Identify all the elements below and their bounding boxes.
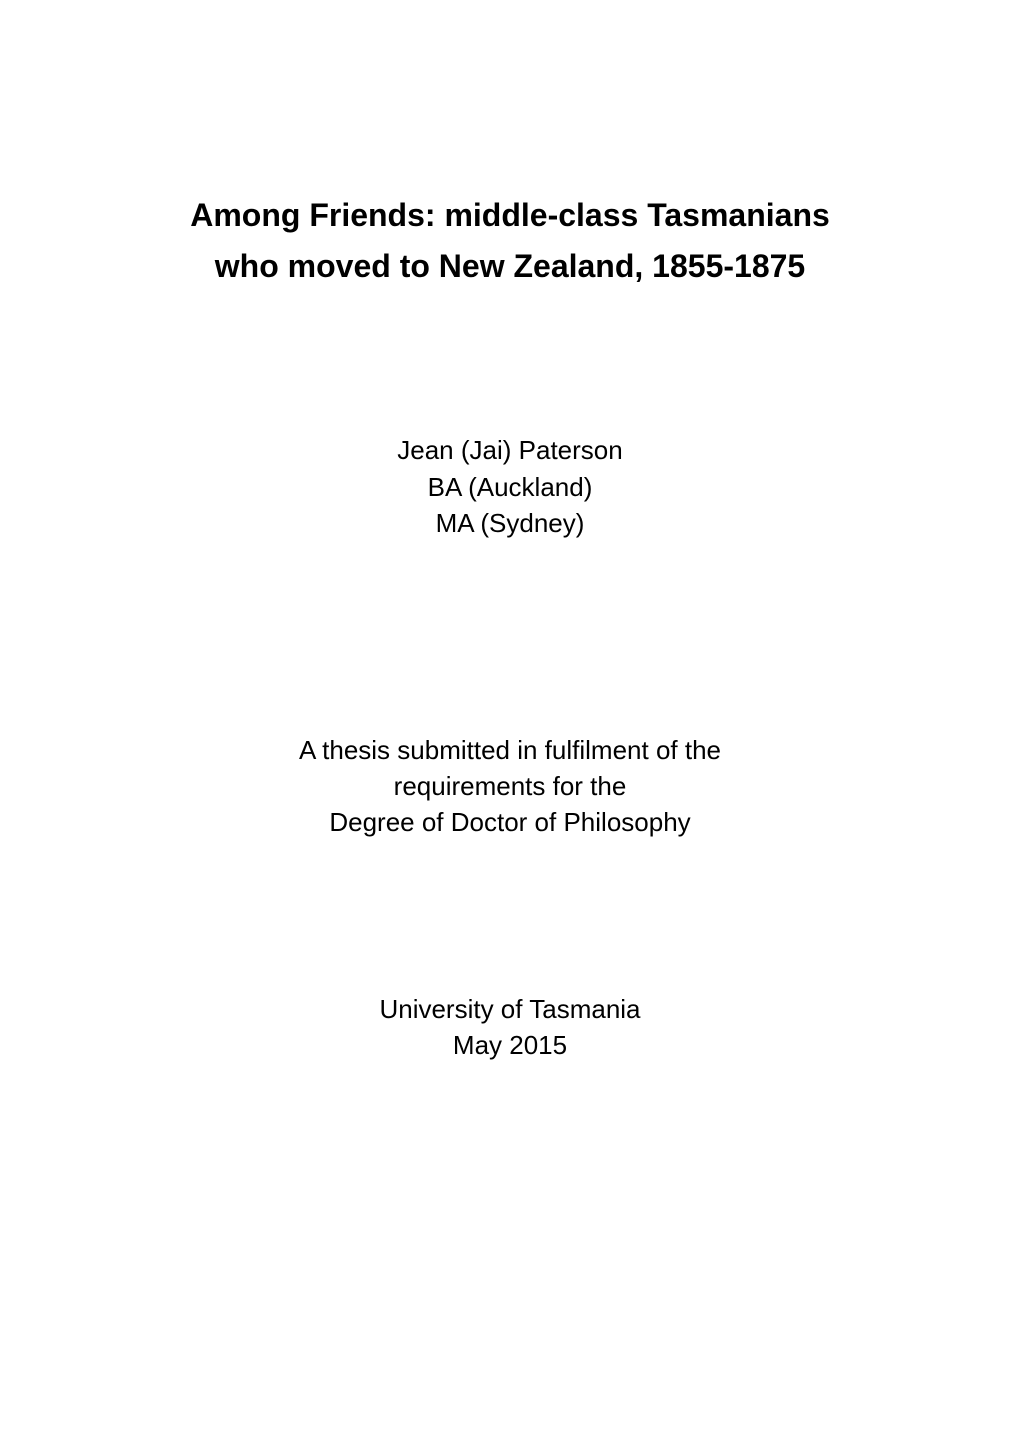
submission-line-3: Degree of Doctor of Philosophy [130, 804, 890, 840]
title-line-1: Among Friends: middle-class Tasmanians [130, 190, 890, 241]
institution-date: May 2015 [130, 1027, 890, 1063]
submission-statement: A thesis submitted in fulfilment of the … [130, 732, 890, 841]
institution-block: University of Tasmania May 2015 [130, 991, 890, 1064]
thesis-title: Among Friends: middle-class Tasmanians w… [130, 190, 890, 292]
title-page: Among Friends: middle-class Tasmanians w… [0, 0, 1020, 1442]
submission-line-2: requirements for the [130, 768, 890, 804]
author-block: Jean (Jai) Paterson BA (Auckland) MA (Sy… [130, 432, 890, 541]
author-name: Jean (Jai) Paterson [130, 432, 890, 468]
submission-line-1: A thesis submitted in fulfilment of the [130, 732, 890, 768]
author-degree-2: MA (Sydney) [130, 505, 890, 541]
title-line-2: who moved to New Zealand, 1855-1875 [130, 241, 890, 292]
institution-name: University of Tasmania [130, 991, 890, 1027]
author-degree-1: BA (Auckland) [130, 469, 890, 505]
